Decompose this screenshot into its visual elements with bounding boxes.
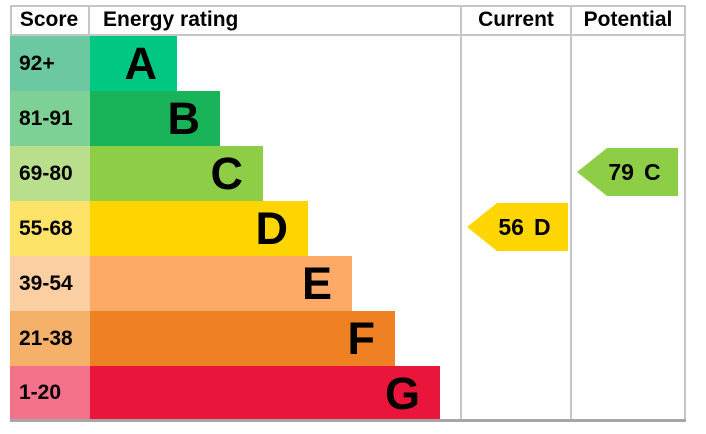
score-range-label: 21-38 (19, 326, 73, 350)
current-column-divider (460, 5, 462, 421)
current-rating-value: 56 (498, 213, 524, 240)
current-column-header: Current (462, 6, 570, 34)
score-range-label: 69-80 (19, 161, 73, 185)
potential-header-label: Potential (583, 8, 673, 31)
score-cell-a: 92+ (10, 36, 90, 91)
score-range-label: 39-54 (19, 271, 73, 295)
potential-column-divider (570, 5, 572, 421)
band-bar-g: G (90, 366, 440, 420)
current-header-label: Current (478, 8, 554, 31)
band-letter-e: E (301, 258, 332, 309)
band-letter-f: F (347, 313, 376, 364)
band-bar-e: E (90, 256, 352, 311)
energy-rating-column-header: Energy rating (103, 6, 453, 34)
current-rating-arrow: 56 D (467, 203, 568, 251)
band-letter-b: B (167, 93, 201, 144)
band-bar-a: A (90, 36, 177, 91)
band-letter-g: G (384, 367, 420, 419)
band-letter-d: D (255, 203, 289, 254)
score-cell-d: 55-68 (10, 201, 90, 256)
band-row-f: 21-38 F (10, 311, 395, 366)
score-header-label: Score (19, 8, 79, 31)
band-row-g: 1-20 G (10, 366, 440, 420)
band-row-a: 92+ A (10, 36, 177, 91)
score-cell-e: 39-54 (10, 256, 90, 311)
band-row-e: 39-54 E (10, 256, 352, 311)
score-cell-c: 69-80 (10, 146, 90, 201)
table-top-border (10, 5, 686, 7)
score-column-header: Score (10, 6, 88, 34)
potential-rating-value: 79 (608, 158, 634, 185)
band-bar-b: B (90, 91, 220, 146)
energy-rating-header-label: Energy rating (103, 8, 239, 31)
score-range-label: 81-91 (19, 106, 73, 130)
score-column-divider (88, 5, 90, 36)
score-range-label: 55-68 (19, 216, 73, 240)
band-letter-c: C (210, 148, 244, 199)
current-rating-letter: D (533, 213, 551, 240)
potential-rating-arrow: 79 C (577, 148, 678, 196)
band-row-d: 55-68 D (10, 201, 308, 256)
band-bar-d: D (90, 201, 308, 256)
table-right-border (684, 5, 686, 421)
table-bottom-border (10, 419, 686, 422)
score-cell-b: 81-91 (10, 91, 90, 146)
score-range-label: 92+ (19, 51, 55, 75)
table-left-border (10, 5, 12, 36)
score-range-label: 1-20 (19, 381, 62, 404)
potential-column-header: Potential (572, 6, 684, 34)
potential-rating-letter: C (643, 158, 661, 185)
band-bar-c: C (90, 146, 263, 201)
header-bottom-border (10, 34, 686, 36)
band-row-c: 69-80 C (10, 146, 263, 201)
band-letter-a: A (124, 38, 158, 89)
band-row-b: 81-91 B (10, 91, 220, 146)
band-bar-f: F (90, 311, 395, 366)
score-cell-g: 1-20 (10, 366, 90, 420)
score-cell-f: 21-38 (10, 311, 90, 366)
